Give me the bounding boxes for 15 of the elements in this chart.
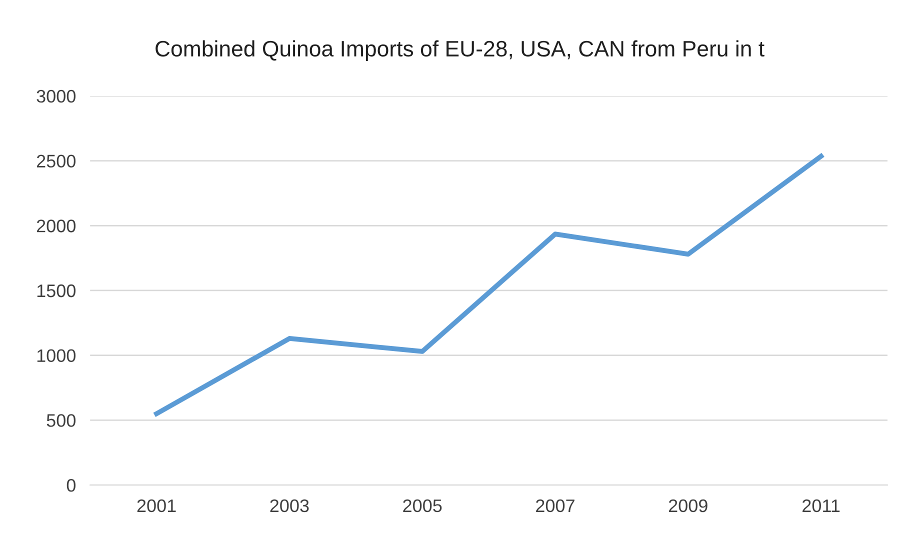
y-tick-label: 2000	[36, 220, 76, 232]
chart-title: Combined Quinoa Imports of EU-28, USA, CAN from Peru in t	[156, 40, 764, 61]
line-series	[154, 154, 824, 416]
y-tick-label: 1000	[37, 349, 76, 362]
x-tick-label: 2009	[668, 499, 708, 512]
x-tick-label: 2003	[270, 499, 309, 512]
x-tick-label: 2001	[137, 499, 176, 512]
y-tick-label: 0	[66, 478, 76, 492]
x-tick-label: 2005	[403, 499, 442, 512]
x-tick-label: 2007	[536, 499, 574, 512]
y-tick-label: 3000	[36, 90, 76, 103]
y-tick-label: 1500	[37, 284, 76, 298]
x-tick-label: 2011	[802, 499, 840, 512]
y-tick-label: 500	[46, 414, 76, 427]
y-tick-label: 2500	[36, 154, 76, 168]
